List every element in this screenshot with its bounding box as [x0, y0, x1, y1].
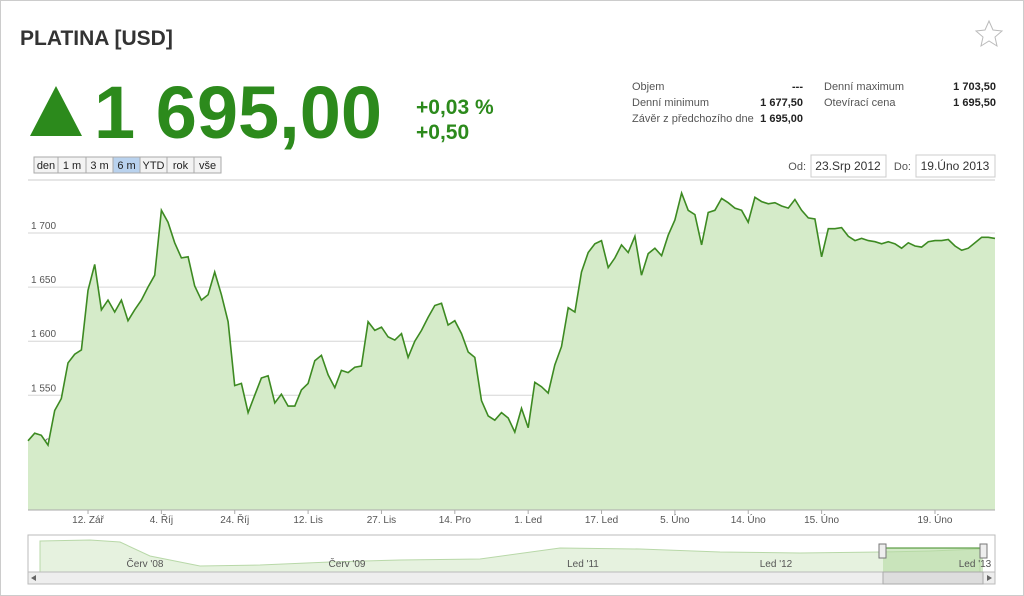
x-tick-label: 15. Úno: [804, 513, 839, 526]
x-tick-label: 19. Úno: [917, 513, 952, 526]
range-button[interactable]: [193, 156, 222, 174]
up-arrow: [30, 86, 82, 136]
change-pct: +0,03 %: [416, 96, 494, 119]
x-tick-label: 14. Pro: [439, 515, 472, 526]
x-tick-label: 14. Úno: [731, 513, 766, 526]
from-box[interactable]: [810, 154, 887, 178]
navigator-handle[interactable]: [979, 543, 988, 559]
favorite-star[interactable]: [974, 19, 1004, 48]
stat-value: 1 695,50: [953, 97, 996, 109]
change-abs: +0,50: [416, 121, 469, 144]
from-date[interactable]: 23.Srp 2012: [815, 159, 881, 173]
range-button-label[interactable]: 6 m: [117, 160, 135, 172]
stat-label: Objem: [632, 81, 664, 93]
from-label: Od:: [788, 161, 806, 173]
range-buttons: den 1 m 3 m 6 m YTD rok vše: [33, 156, 222, 174]
x-tick-label: 12. Zář: [72, 515, 104, 526]
range-button-label[interactable]: 3 m: [90, 160, 108, 172]
stat-label: Závěr z předchozího dne: [632, 113, 754, 125]
stat-value: 1 677,50: [760, 97, 803, 109]
stats: Objem --- Denní minimum 1 677,50 Závěr z pře…: [632, 81, 996, 125]
x-tick-label: 4. Říj: [150, 513, 173, 526]
navigator-label: Červ '08: [127, 557, 164, 570]
stat-label: Denní maximum: [824, 81, 904, 93]
stat-value: ---: [792, 81, 803, 93]
range-button-label[interactable]: 1 m: [63, 160, 81, 172]
navigator-label: Led '12: [760, 559, 793, 570]
y-tick-label: 1 700: [31, 221, 56, 232]
range-button-label[interactable]: den: [37, 160, 55, 172]
y-tick-label: 1 550: [31, 383, 56, 394]
to-box[interactable]: [915, 154, 996, 178]
navigator-label: Červ '09: [329, 557, 366, 570]
to-label: Do:: [894, 161, 911, 173]
stat-label: Denní minimum: [632, 97, 709, 109]
navigator-labels: Červ '08 Červ '09 Led '11 Led '12 Led '13: [127, 557, 992, 570]
scrollbar[interactable]: [27, 571, 996, 585]
x-tick-label: 12. Lis: [293, 515, 322, 526]
stat-value: 1 703,50: [953, 81, 996, 93]
range-button-label[interactable]: rok: [173, 160, 189, 172]
y-tick-label: 1 600: [31, 329, 56, 340]
navigator-selection[interactable]: [883, 548, 983, 572]
area-fill: [28, 193, 995, 510]
range-button-label[interactable]: YTD: [143, 160, 165, 172]
navigator-handle[interactable]: [878, 543, 887, 559]
x-tick-label: 17. Led: [585, 515, 618, 526]
navigator-label: Led '11: [567, 559, 599, 570]
stat-label: Otevírací cena: [824, 97, 896, 109]
price: 1 695,00: [94, 71, 382, 154]
title: PLATINA [USD]: [20, 27, 173, 50]
to-date[interactable]: 19.Úno 2013: [921, 158, 990, 173]
navigator-label: Led '13: [959, 559, 992, 570]
range-button-label[interactable]: vše: [199, 160, 216, 172]
x-tick-label: 24. Říj: [220, 513, 249, 526]
y-tick-label: 1 650: [31, 275, 56, 286]
stat-value: 1 695,00: [760, 113, 803, 125]
x-tick-label: 5. Úno: [660, 513, 690, 526]
scrollbar-thumb[interactable]: [882, 571, 984, 585]
price-line: [27, 190, 996, 448]
x-tick-label: 27. Lis: [367, 515, 396, 526]
x-tick-label: 1. Led: [514, 515, 542, 526]
